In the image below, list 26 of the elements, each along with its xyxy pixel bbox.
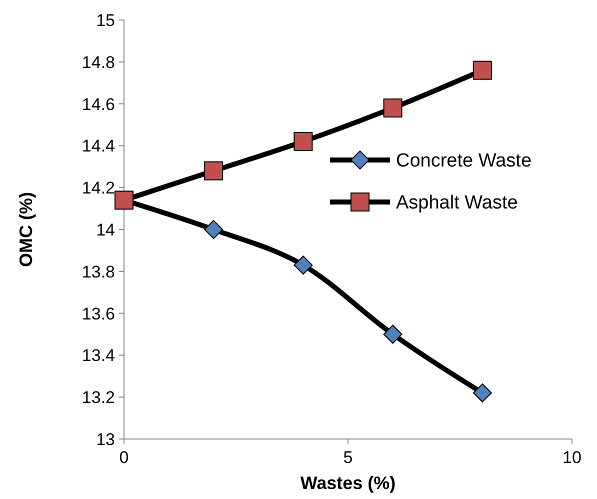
x-tick-label: 10 xyxy=(562,448,582,467)
y-tick-label: 13.2 xyxy=(82,388,115,408)
y-axis-title: OMC (%) xyxy=(16,192,36,267)
y-tick-label: 15 xyxy=(96,10,115,30)
x-axis-title: Wastes (%) xyxy=(300,473,396,493)
y-tick-label: 13.4 xyxy=(82,346,115,366)
point xyxy=(472,60,492,80)
y-tick-label: 14.2 xyxy=(82,178,115,198)
point xyxy=(383,98,402,118)
point xyxy=(294,256,313,275)
y-tick-label: 13 xyxy=(96,430,115,449)
point xyxy=(204,220,224,239)
y-tick-label: 13.6 xyxy=(82,304,115,324)
point xyxy=(204,161,224,180)
legend-label: Concrete Waste xyxy=(396,150,532,172)
y-tick-label: 14.8 xyxy=(82,52,115,72)
y-tick-label: 13.8 xyxy=(82,262,115,282)
y-tick-label: 14.4 xyxy=(82,136,115,156)
y-tick-label: 14 xyxy=(96,220,115,240)
y-tick-label: 14.6 xyxy=(82,94,115,114)
point xyxy=(294,132,313,152)
x-tick-label: 0 xyxy=(119,448,129,467)
legend-label: Asphalt Waste xyxy=(396,192,518,214)
point xyxy=(383,324,402,344)
point xyxy=(472,383,492,402)
x-tick-label: 5 xyxy=(343,448,353,467)
